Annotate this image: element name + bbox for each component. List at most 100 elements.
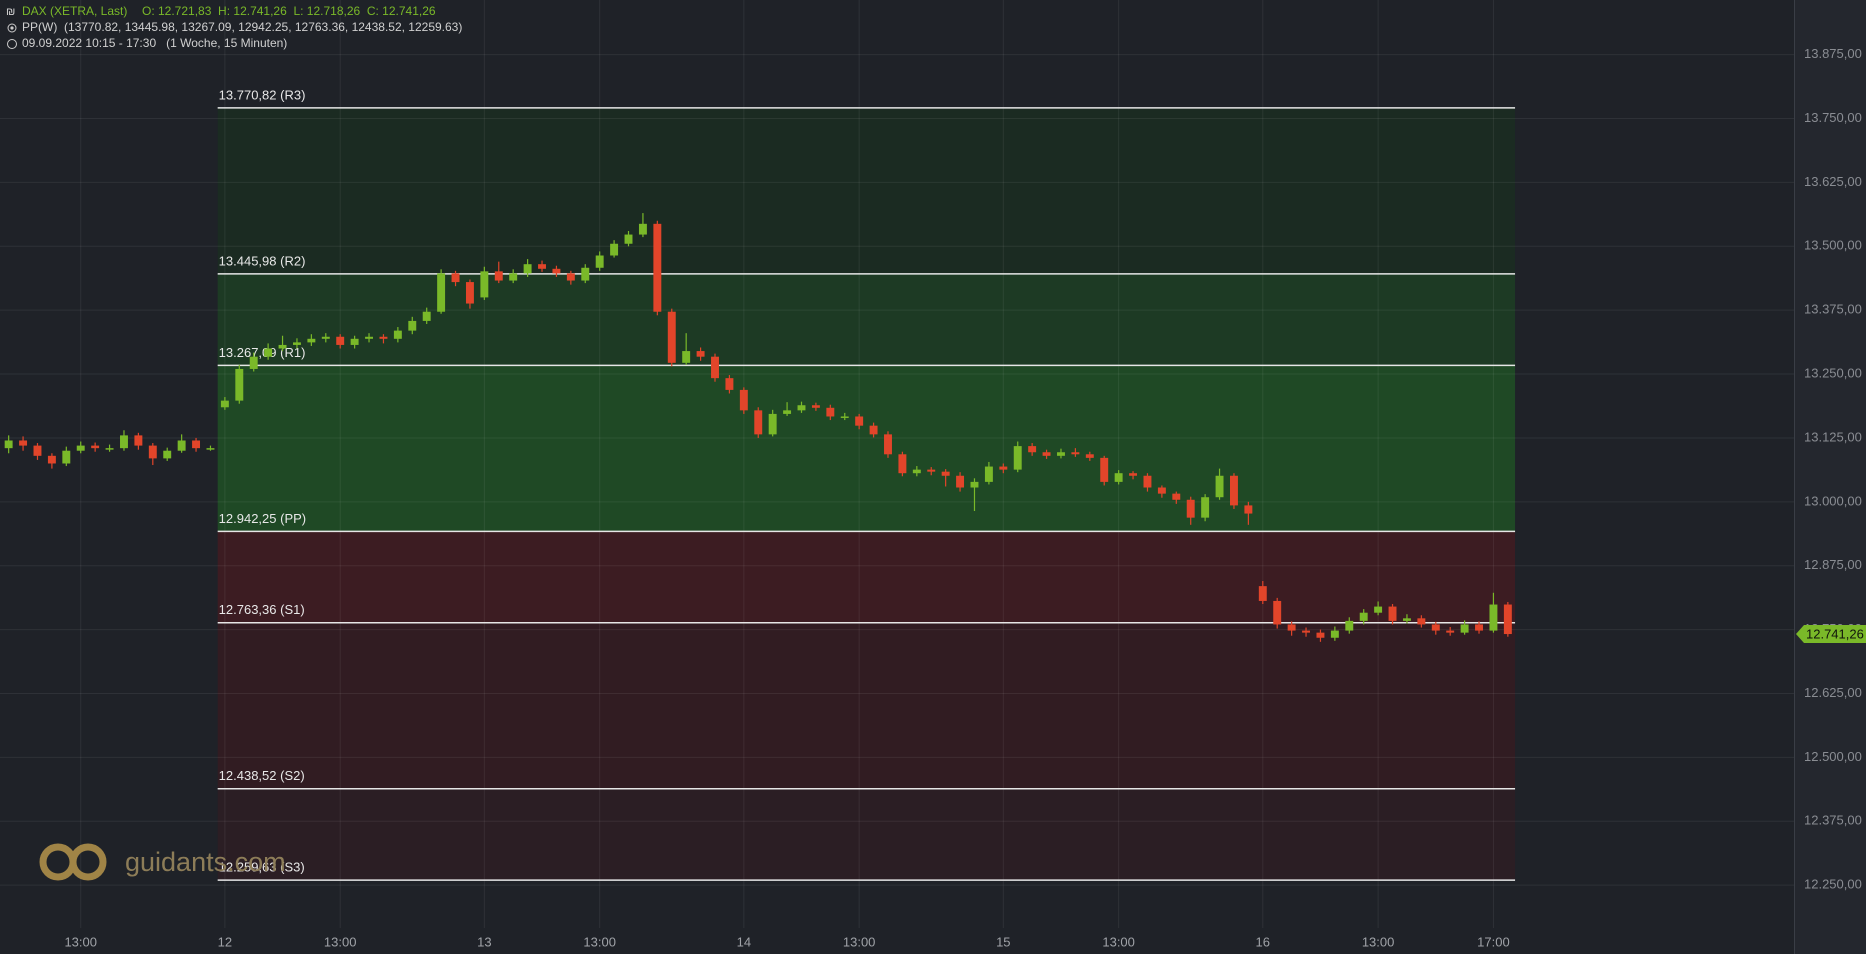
pivot-zone: [217, 273, 1516, 366]
candle-body: [509, 273, 518, 281]
x-tick-label: 13:00: [583, 934, 616, 949]
candle-body: [379, 336, 388, 339]
candle-body: [1417, 618, 1426, 625]
candle-body: [235, 368, 244, 401]
candle-body: [62, 450, 71, 464]
candle-body: [523, 264, 532, 274]
candle-body: [1244, 505, 1253, 514]
y-tick-label: 12.625,00: [1804, 685, 1862, 700]
candle-body: [91, 445, 100, 449]
x-tick-label: 12: [218, 934, 232, 949]
candle-body: [451, 273, 460, 283]
pivot-zone: [217, 365, 1516, 532]
pivot-label: 12.259,63 (S3): [219, 860, 305, 875]
candle-body: [610, 243, 619, 256]
header-icon: [7, 39, 17, 49]
y-tick-label: 13.375,00: [1804, 302, 1862, 317]
pivot-zone: [217, 107, 1516, 274]
y-tick-label: 12.250,00: [1804, 877, 1862, 892]
candle-body: [292, 342, 301, 345]
last-price-tag: [1796, 625, 1866, 644]
candle-body: [1157, 487, 1166, 494]
candle-body: [1475, 624, 1483, 631]
candle-body: [552, 268, 561, 274]
last-price-label: 12.741,26: [1806, 626, 1864, 641]
candle-body: [754, 410, 763, 435]
candle-body: [1402, 618, 1411, 621]
pivot-label: 13.445,98 (R2): [219, 253, 306, 268]
candle-body: [1114, 473, 1123, 482]
candle-body: [1085, 454, 1094, 458]
candle-body: [1215, 475, 1224, 498]
candle-body: [999, 466, 1008, 470]
header-indicator: PP(W) (13770.82, 13445.98, 13267.09, 129…: [22, 20, 462, 34]
header-icon: ₪: [6, 6, 15, 18]
x-tick-label: 17:00: [1477, 934, 1510, 949]
y-tick-label: 13.875,00: [1804, 46, 1862, 61]
x-tick-label: 15: [996, 934, 1010, 949]
y-tick-label: 13.000,00: [1804, 493, 1862, 508]
candle-body: [148, 445, 157, 459]
candle-body: [1172, 493, 1181, 500]
candle-body: [538, 264, 546, 269]
candle-body: [307, 338, 316, 343]
header-symbol: DAX (XETRA, Last): [22, 4, 127, 18]
candle-body: [783, 410, 792, 414]
header-ohlc: O: 12.721,83 H: 12.741,26 L: 12.718,26 C…: [142, 4, 436, 18]
candle-body: [350, 338, 359, 345]
y-tick-label: 13.125,00: [1804, 429, 1862, 444]
candle-body: [941, 471, 950, 476]
candle-body: [1503, 604, 1512, 635]
candle-body: [465, 282, 474, 304]
candle-body: [768, 413, 777, 435]
header-icon: [7, 23, 17, 33]
y-tick-label: 13.625,00: [1804, 174, 1862, 189]
pivot-label: 12.942,25 (PP): [219, 511, 306, 526]
candle-body: [653, 223, 662, 312]
candle-body: [47, 455, 56, 464]
candle-body: [667, 311, 676, 363]
candle-body: [134, 435, 143, 446]
candle-body: [120, 435, 128, 449]
candle-body: [725, 378, 734, 390]
pivot-label: 13.770,82 (R3): [219, 87, 306, 102]
candle-body: [956, 475, 965, 488]
y-tick-label: 13.750,00: [1804, 110, 1862, 125]
candle-body: [76, 445, 85, 451]
candle-body: [1388, 606, 1397, 621]
candle-body: [1287, 624, 1296, 631]
candle-body: [840, 416, 849, 418]
candle-body: [1013, 446, 1022, 470]
candle-body: [1345, 620, 1354, 631]
candle-body: [393, 330, 402, 339]
candle-body: [422, 311, 431, 321]
candle-body: [1143, 475, 1152, 488]
candle-body: [1489, 604, 1498, 631]
candle-body: [711, 356, 719, 379]
candle-body: [566, 273, 575, 281]
candle-body: [739, 389, 748, 411]
price-axis-panel: [1794, 0, 1866, 954]
candle-body: [4, 440, 13, 449]
pivot-label: 12.763,36 (S1): [219, 602, 305, 617]
x-tick-label: 14: [737, 934, 751, 949]
candle-body: [220, 400, 229, 408]
candle-body: [1316, 632, 1325, 638]
candle-body: [365, 336, 373, 339]
candle-body: [494, 271, 503, 281]
candle-body: [1071, 452, 1080, 455]
candle-body: [321, 336, 330, 339]
candle-body: [884, 434, 892, 455]
candle-body: [206, 448, 215, 450]
header: ₪ DAX (XETRA, Last) O: 12.721,83 H: 12.7…: [6, 4, 462, 50]
candle-body: [480, 271, 489, 298]
watermark-text: guidants.com: [125, 847, 286, 877]
candle-body: [970, 481, 979, 488]
candle-body: [1431, 624, 1440, 631]
candle-body: [624, 234, 633, 244]
candle-body: [581, 267, 590, 281]
candle-body: [177, 440, 186, 451]
candle-body: [1258, 586, 1267, 601]
candle-body: [912, 469, 921, 474]
